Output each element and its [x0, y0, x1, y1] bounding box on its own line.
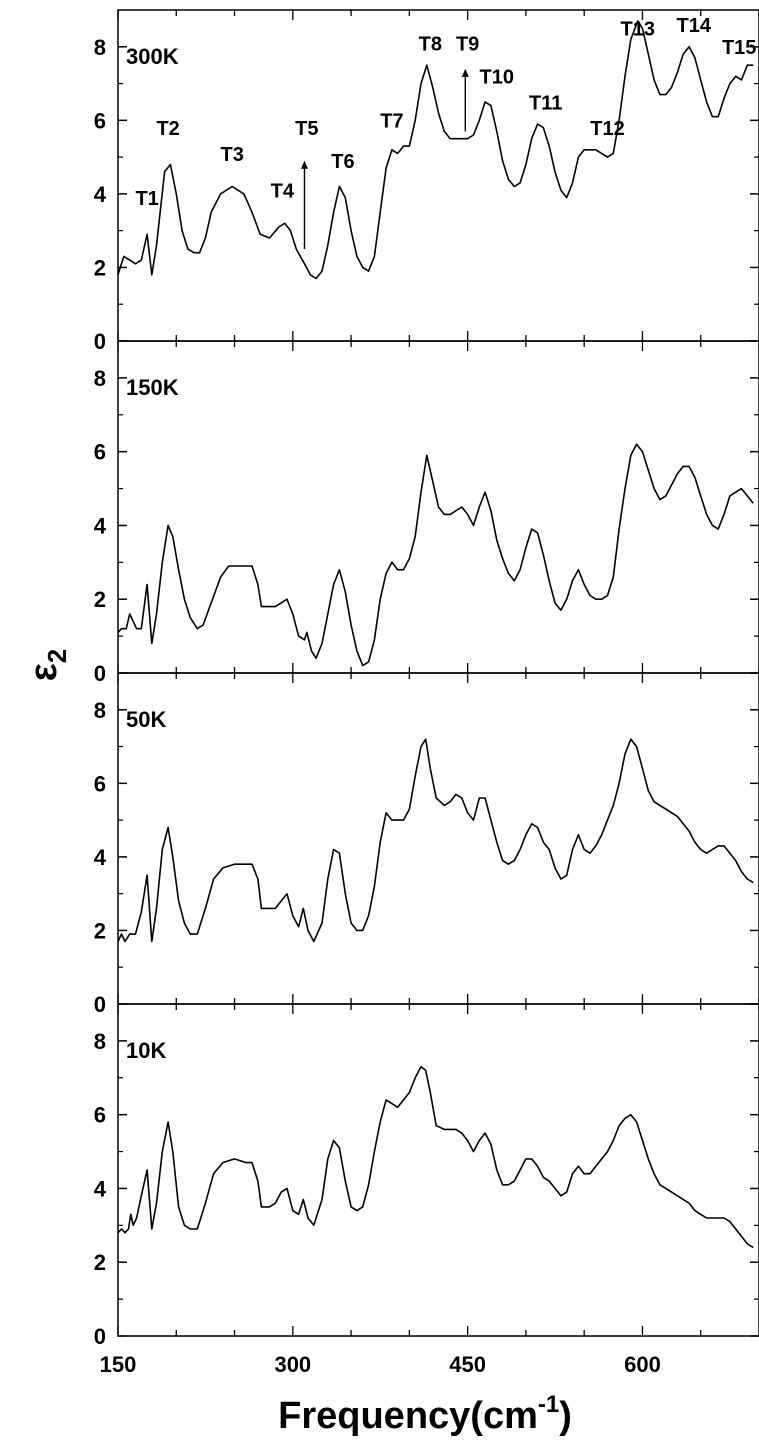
series-line-150K — [117, 443, 754, 667]
x-tick-label: 150 — [100, 1352, 137, 1377]
temperature-label: 50K — [126, 707, 166, 732]
x-tick-labels: 150 300 450 600 — [100, 1352, 661, 1377]
peak-label: T12 — [590, 118, 624, 140]
x-axis-title-main: Frequency(cm — [278, 1395, 538, 1437]
series-line-10K — [117, 1065, 754, 1249]
panel-50K: 0 2 4 6 8 50K — [94, 672, 759, 1017]
peak-label: T11 — [529, 92, 562, 114]
y-tick-label: 2 — [94, 587, 106, 612]
peak-label: T3 — [221, 144, 244, 166]
y-axis-title-sub: 2 — [42, 649, 72, 663]
peak-arrow-head — [300, 160, 308, 169]
y-tick-label: 0 — [94, 992, 106, 1017]
peak-label: T5 — [295, 118, 318, 140]
y-tick-label: 0 — [94, 329, 106, 354]
peak-label: T6 — [331, 151, 354, 173]
peak-label: T9 — [456, 33, 479, 55]
panel-frame — [117, 9, 759, 342]
y-tick-label: 6 — [94, 440, 106, 465]
peak-arrow-head — [461, 68, 469, 77]
y-tick-label: 4 — [94, 182, 107, 207]
panel-frame — [117, 1003, 759, 1337]
peak-label: T15 — [722, 37, 756, 59]
peak-label: T14 — [677, 15, 712, 37]
peak-label: T13 — [621, 19, 655, 41]
peak-label: T8 — [419, 33, 442, 55]
peak-label: T7 — [380, 111, 403, 133]
series-line-50K — [117, 738, 754, 943]
panel-150K: 0 2 4 6 8 150K — [94, 340, 759, 686]
y-tick-label: 8 — [94, 35, 106, 60]
temperature-label: 300K — [126, 44, 179, 69]
panel-300K: 0 2 4 6 8 300K — [94, 9, 759, 354]
series-line-300K — [117, 20, 754, 280]
panel-frame — [117, 672, 759, 1005]
y-tick-label: 2 — [94, 918, 106, 943]
y-tick-label: 0 — [94, 661, 106, 686]
y-tick-label: 6 — [94, 108, 106, 133]
y-tick-label: 8 — [94, 1029, 106, 1054]
y-tick-label: 6 — [94, 1103, 106, 1128]
y-tick-label: 4 — [94, 845, 107, 870]
y-tick-label: 4 — [94, 513, 107, 538]
temperature-label: 10K — [126, 1038, 166, 1063]
y-tick-label: 8 — [94, 698, 106, 723]
x-axis-title-close: ) — [559, 1395, 572, 1437]
y-tick-label: 2 — [94, 255, 106, 280]
y-axis-title: ε2 — [23, 649, 72, 682]
x-tick-label: 300 — [274, 1352, 311, 1377]
x-axis-title: Frequency(cm-1) — [278, 1391, 572, 1437]
peak-label: T2 — [156, 118, 179, 140]
peak-label: T1 — [135, 188, 158, 210]
panel-10K: 0 2 4 6 8 10K — [94, 1003, 759, 1349]
y-tick-label: 4 — [94, 1176, 107, 1201]
y-tick-label: 2 — [94, 1250, 106, 1275]
y-tick-label: 6 — [94, 771, 106, 796]
y-tick-label: 0 — [94, 1324, 106, 1349]
x-axis-title-sup: -1 — [538, 1391, 559, 1418]
x-tick-label: 450 — [449, 1352, 486, 1377]
x-tick-label: 600 — [624, 1352, 661, 1377]
y-axis-title-main: ε — [23, 663, 65, 681]
temperature-label: 150K — [126, 375, 179, 400]
peak-label: T10 — [480, 67, 514, 89]
y-tick-label: 8 — [94, 366, 106, 391]
panels-layer: 0 2 4 6 8 300K 0 2 4 6 8 150K 0 2 4 6 8 50K 0 2 4 6 8 10K — [94, 9, 759, 1349]
peak-label: T4 — [271, 181, 295, 203]
